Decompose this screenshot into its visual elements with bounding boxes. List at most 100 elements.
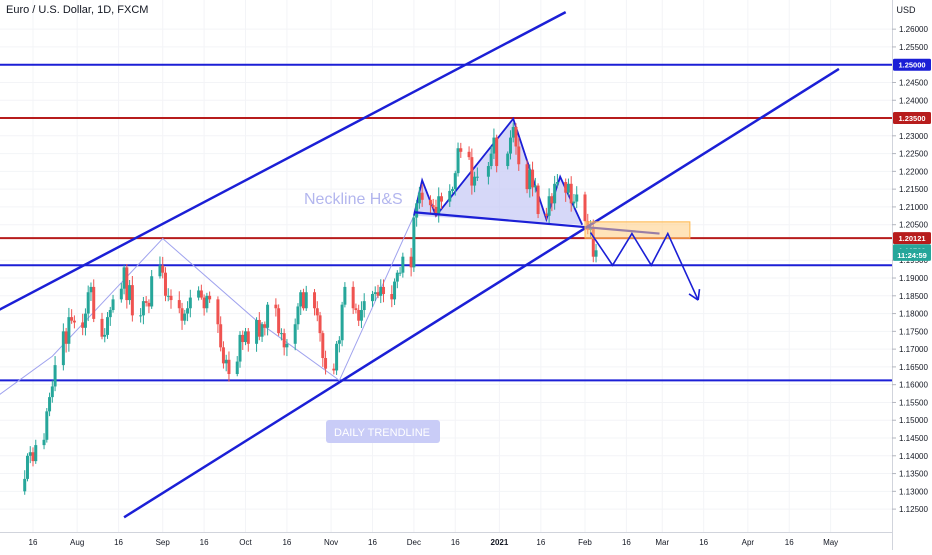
candle-body — [158, 265, 162, 277]
candle-body — [594, 250, 598, 257]
candle-body — [274, 304, 278, 309]
price-label-text: 1.20121 — [898, 234, 925, 243]
candle-body — [315, 308, 319, 316]
candle-body — [108, 310, 112, 318]
candle-body — [100, 318, 104, 337]
candle-body — [398, 272, 402, 274]
candle-body — [31, 452, 35, 462]
time-tick-label: 2021 — [491, 538, 509, 547]
candle-body — [536, 185, 540, 215]
candle-body — [277, 308, 281, 334]
candle-body — [313, 292, 317, 309]
price-tick-label: 1.23000 — [899, 132, 928, 141]
projection-path-group — [589, 231, 701, 301]
price-tick-label: 1.17500 — [899, 327, 928, 336]
time-axis-bg — [0, 532, 892, 550]
candles — [23, 122, 598, 495]
candle-body — [238, 334, 242, 362]
candle-body — [318, 315, 322, 334]
trendline — [0, 10, 567, 311]
time-axis: 16 Aug 16 Sep 16 Oct 16 Nov 16 Dec 16 2021 16 Feb 16 Ma… — [0, 532, 892, 550]
price-axis: 1.26000 1.25500 1.24500 1.24000 1.23000 1.225… — [892, 0, 932, 550]
candle-body — [459, 148, 463, 152]
candle-body — [81, 322, 85, 328]
candle-body — [517, 146, 521, 165]
candle-body — [244, 331, 248, 343]
price-tick-label: 1.21000 — [899, 203, 928, 212]
candle-body — [475, 176, 479, 178]
candle-body — [489, 153, 493, 167]
candle-body — [357, 310, 361, 321]
resistance-zone — [584, 221, 691, 239]
candle-body — [401, 256, 405, 273]
trendline — [123, 67, 840, 519]
candle-body — [255, 319, 259, 344]
candle-body — [467, 151, 471, 158]
candle-body — [431, 205, 435, 207]
candle-body — [67, 317, 71, 344]
candle-body — [553, 183, 557, 204]
candle-body — [337, 340, 341, 344]
price-tick-label: 1.22000 — [899, 167, 928, 176]
resistance-zone-group — [584, 221, 691, 239]
candle-body — [514, 126, 518, 147]
candle-body — [224, 359, 228, 364]
time-tick-label: 16 — [200, 538, 209, 547]
candle-body — [139, 315, 143, 317]
annotations: Neckline H&S DAILY TRENDLINE — [304, 191, 440, 443]
price-tick-label: 1.17000 — [899, 345, 928, 354]
head-and-shoulders-pattern — [0, 116, 584, 395]
price-tick-label: 1.15000 — [899, 416, 928, 425]
time-tick-label: May — [823, 538, 838, 547]
candle-body — [188, 297, 192, 309]
candle-body — [393, 281, 397, 300]
time-tick-label: Dec — [407, 538, 421, 547]
time-tick-label: 16 — [368, 538, 377, 547]
candle-body — [508, 137, 512, 154]
candle-body — [569, 183, 573, 204]
candle-body — [293, 324, 297, 344]
candle-body — [511, 126, 515, 138]
candle-body — [525, 164, 529, 190]
horizontal-levels — [0, 63, 892, 382]
candle-body — [25, 455, 29, 479]
price-tick-label: 1.20500 — [899, 221, 928, 230]
time-tick-label: Oct — [239, 538, 252, 547]
candle-body — [219, 324, 223, 348]
candle-body — [61, 331, 65, 366]
candle-body — [64, 331, 68, 344]
candle-body — [409, 256, 413, 268]
time-tick-label: Aug — [70, 538, 84, 547]
candle-body — [42, 439, 46, 446]
candle-body — [390, 294, 394, 300]
price-tick-label: 1.14500 — [899, 434, 928, 443]
candle-body — [304, 292, 308, 309]
candle-body — [257, 319, 261, 337]
price-tick-label: 1.15500 — [899, 398, 928, 407]
candle-body — [48, 397, 52, 412]
candle-body — [417, 192, 421, 204]
candle-body — [186, 308, 190, 314]
candle-body — [506, 153, 510, 167]
price-tick-label: 1.16000 — [899, 381, 928, 390]
candle-body — [119, 288, 123, 300]
symbol-title: Euro / U.S. Dollar, 1D, FXCM — [6, 4, 149, 16]
time-tick-label: 16 — [699, 538, 708, 547]
candle-body — [45, 411, 49, 440]
time-tick-label: 16 — [282, 538, 291, 547]
swing-path — [0, 215, 415, 395]
projection-path — [589, 231, 699, 301]
candle-body — [547, 196, 551, 216]
candle-body — [533, 185, 537, 188]
candle-body — [420, 192, 424, 200]
candle-body — [324, 358, 328, 369]
price-tick-label: 1.25500 — [899, 43, 928, 52]
currency-label: USD — [896, 5, 916, 15]
candle-body — [566, 183, 570, 193]
candle-body — [321, 333, 325, 359]
candle-body — [492, 137, 496, 154]
candle-body — [285, 343, 289, 348]
price-tick-label: 1.18500 — [899, 292, 928, 301]
